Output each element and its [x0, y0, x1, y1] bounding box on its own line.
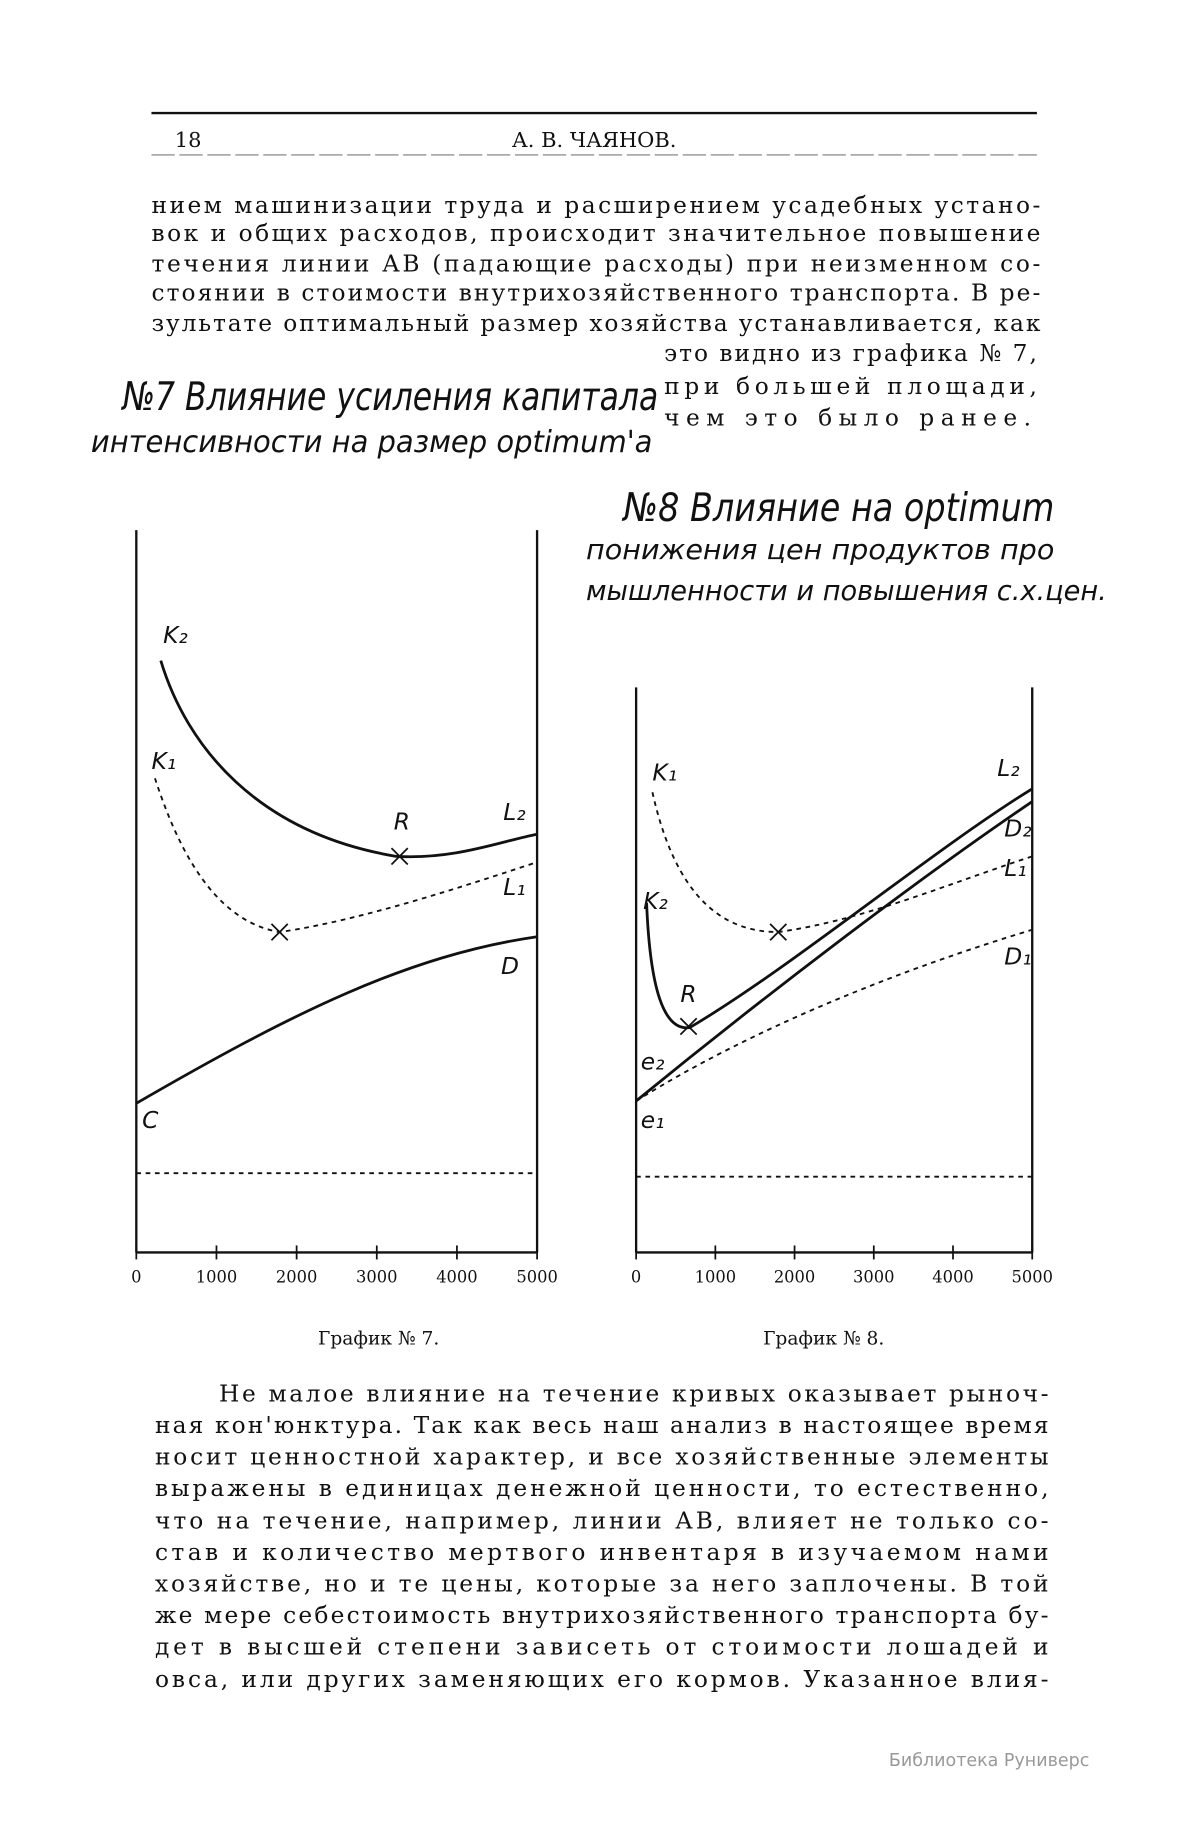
paragraph-line: выражены в единицах денежной ценности, т…: [155, 1475, 1049, 1502]
paragraph-line: хозяйстве, но и те цены, которые за него…: [155, 1570, 1049, 1597]
paragraph-line: чем это было ранее.: [664, 404, 1031, 431]
x-tick-label: 5000: [1011, 1268, 1052, 1287]
curve-label: e₂: [641, 1049, 665, 1076]
paragraph-line: зультате оптимальный размер хозяйства ус…: [151, 310, 1040, 337]
paragraph-line: Не малое влияние на течение кривых оказы…: [219, 1381, 1049, 1408]
paragraph-line: носит ценностной характер, и все хозяйст…: [155, 1443, 1049, 1470]
curve-label: C: [142, 1107, 159, 1134]
chart-title: №8 Влияние на optimum: [622, 485, 1055, 531]
curve-label: K₂: [643, 888, 668, 915]
curve-label: L₁: [1004, 855, 1026, 882]
curve-k1: [651, 792, 1033, 933]
curve-k2: [645, 787, 1033, 1030]
paragraph-line: что на течение, например, линии АВ, влия…: [155, 1508, 1049, 1535]
paragraph-line: дет в высшей степени зависеть от стоимос…: [155, 1633, 1049, 1660]
curve-label: D₁: [1004, 944, 1031, 971]
curve-label: L₁: [503, 874, 525, 901]
curve-label: K₁: [151, 748, 176, 775]
curve-d: [135, 935, 538, 1105]
x-tick-label: 2000: [276, 1268, 317, 1287]
chart-7: [135, 530, 539, 1254]
curve-label: R: [394, 809, 410, 836]
curve-label: D₂: [1004, 816, 1031, 843]
curve-label: L₂: [503, 799, 525, 826]
chart-title: понижения цен продуктов про: [586, 533, 1054, 566]
curve-k1: [154, 777, 538, 934]
chart-title: мышленности и повышения с.х.цен.: [586, 574, 1107, 607]
running-title: А. В. ЧАЯНОВ.: [512, 128, 677, 152]
paragraph-line: ная кон'юнктура. Так как весь наш анализ…: [155, 1412, 1049, 1439]
curve-label: D: [501, 953, 519, 980]
paragraph-line: нием машинизации труда и расширением уса…: [151, 192, 1040, 219]
curve-k2: [159, 660, 538, 859]
chart-title: №7 Влияние усиления капитала: [121, 374, 659, 420]
x-tick-label: 1000: [695, 1268, 736, 1287]
x-tick-label: 3000: [853, 1268, 894, 1287]
x-tick-label: 4000: [932, 1268, 973, 1287]
x-tick-label: 3000: [356, 1268, 397, 1287]
optimum-mark: [679, 923, 788, 1036]
optimum-mark: [270, 847, 409, 941]
x-tick-label: 1000: [196, 1268, 237, 1287]
curve-label: L₂: [997, 755, 1019, 782]
paragraph-line: став и количество мертвого инвентаря в и…: [155, 1539, 1049, 1566]
chart-caption: График № 8.: [763, 1328, 884, 1349]
curve-label: e₁: [641, 1107, 665, 1134]
page-number: 18: [175, 128, 202, 152]
paragraph-line: овса, или других заменяющих его кормов. …: [155, 1666, 1049, 1693]
x-tick-label: 2000: [774, 1268, 815, 1287]
curve-label: K₁: [652, 760, 677, 787]
curve-label: K₂: [163, 622, 188, 649]
paragraph-line: при большей площади,: [664, 373, 1037, 400]
paragraph-line: течения линии АВ (падающие расходы) при …: [151, 250, 1040, 277]
paragraph-line: стоянии в стоимости внутрихозяйственного…: [151, 280, 1040, 307]
chart-8: [634, 687, 1034, 1254]
watermark: Библиотека Руниверс: [889, 1751, 1089, 1771]
x-tick-label: 0: [131, 1268, 141, 1287]
paragraph-line: это видно из графика № 7,: [664, 340, 1037, 367]
chart-title: интенсивности на размер optimum'a: [91, 425, 653, 460]
x-tick-label: 0: [631, 1268, 641, 1287]
curve-d1: [635, 928, 1033, 1102]
x-tick-label: 4000: [436, 1268, 477, 1287]
curve-d2: [635, 800, 1034, 1103]
paragraph-line: же мере себестоимость внутрихозяйственно…: [155, 1602, 1049, 1629]
x-tick-label: 5000: [516, 1268, 557, 1287]
chart-caption: График № 7.: [318, 1328, 439, 1349]
paragraph-line: вок и общих расходов, происходит значите…: [151, 220, 1040, 247]
curve-label: R: [680, 981, 696, 1008]
